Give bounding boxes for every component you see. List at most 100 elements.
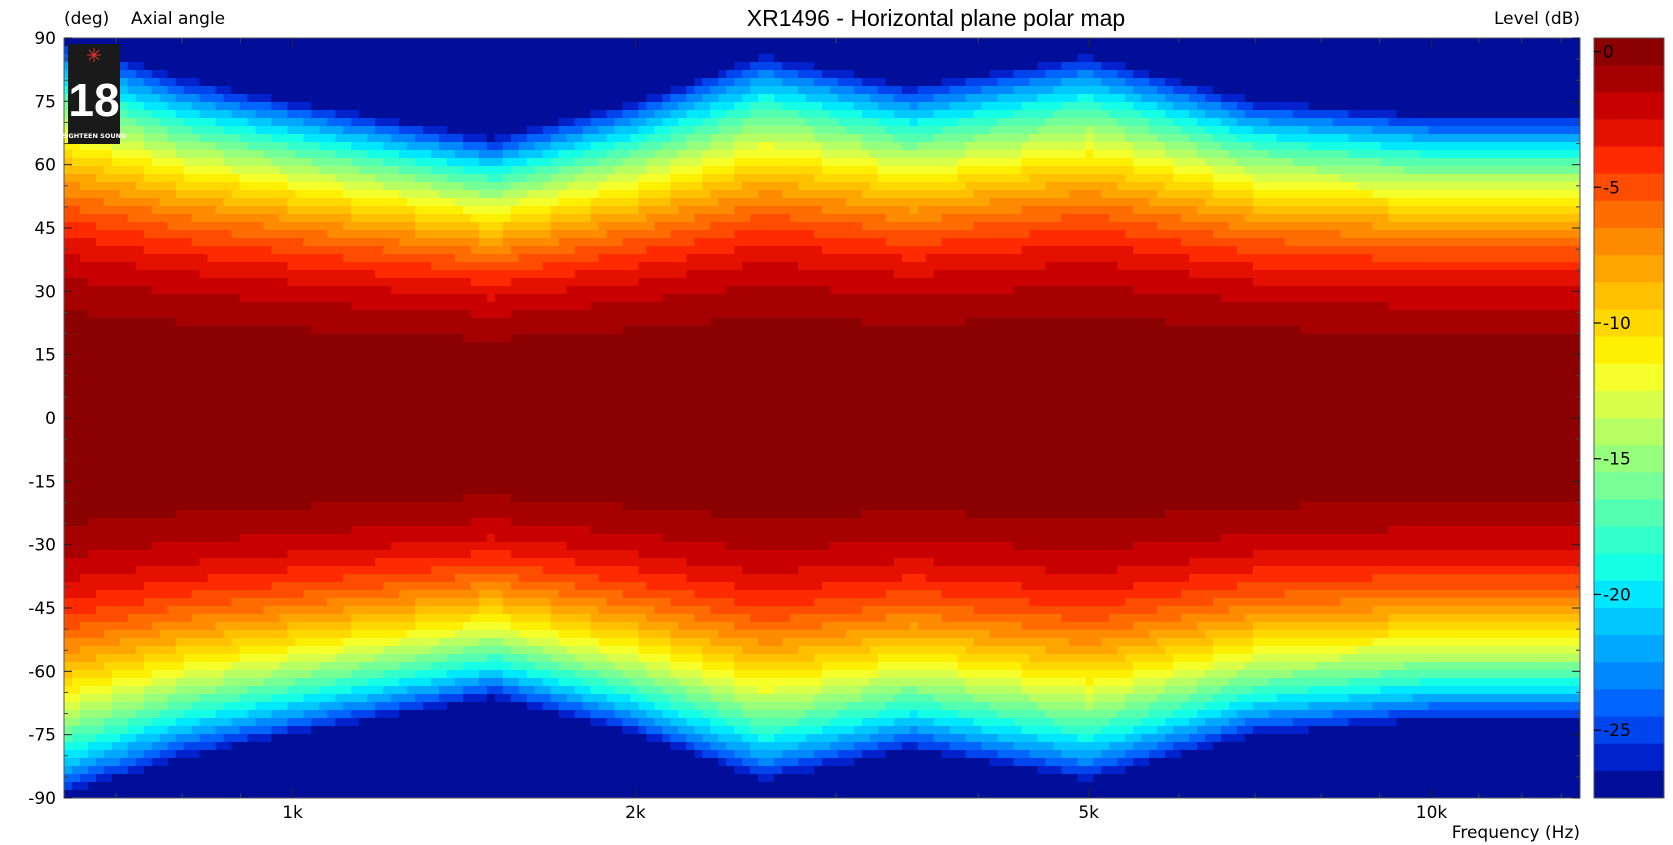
heatmap-cell — [367, 318, 376, 327]
heatmap-cell — [183, 718, 193, 727]
heatmap-cell — [247, 102, 257, 111]
heatmap-cell — [239, 38, 249, 47]
heatmap-cell — [359, 406, 368, 415]
heatmap-cell — [95, 166, 105, 175]
heatmap-cell — [183, 614, 193, 623]
heatmap-cell — [311, 742, 320, 751]
heatmap-cell — [454, 590, 464, 599]
heatmap-cell — [327, 206, 336, 215]
heatmap-cell — [95, 334, 105, 343]
heatmap-cell — [151, 262, 161, 271]
heatmap-cell — [103, 686, 113, 695]
heatmap-cell — [383, 646, 392, 655]
heatmap-cell — [215, 558, 225, 567]
heatmap-cell — [423, 318, 432, 327]
heatmap-cell — [255, 118, 265, 127]
heatmap-cell — [263, 734, 273, 743]
heatmap-cell — [183, 398, 193, 407]
heatmap-cell — [271, 694, 281, 703]
heatmap-cell — [383, 590, 392, 599]
heatmap-cell — [151, 350, 161, 359]
heatmap-cell — [462, 158, 472, 167]
heatmap-cell — [295, 198, 304, 207]
heatmap-cell — [327, 702, 336, 711]
heatmap-cell — [247, 614, 257, 623]
heatmap-cell — [431, 534, 440, 543]
heatmap-cell — [215, 126, 225, 135]
heatmap-cell — [87, 686, 97, 695]
heatmap-cell — [327, 550, 336, 559]
heatmap-cell — [335, 422, 344, 431]
heatmap-cell — [95, 406, 105, 415]
heatmap-cell — [199, 622, 209, 631]
heatmap-cell — [391, 486, 400, 495]
heatmap-cell — [446, 526, 456, 535]
heatmap-cell — [87, 638, 97, 647]
heatmap-cell — [375, 406, 384, 415]
heatmap-cell — [87, 486, 97, 495]
heatmap-cell — [239, 126, 249, 135]
heatmap-cell — [367, 86, 376, 95]
heatmap-cell — [478, 486, 488, 495]
heatmap-cell — [311, 494, 320, 503]
heatmap-cell — [367, 670, 376, 679]
heatmap-cell — [111, 574, 121, 583]
heatmap-cell — [239, 278, 249, 287]
heatmap-cell — [167, 398, 177, 407]
heatmap-cell — [191, 310, 201, 319]
heatmap-cell — [335, 438, 344, 447]
heatmap-cell — [199, 254, 209, 263]
heatmap-cell — [431, 54, 440, 63]
heatmap-cell — [95, 742, 105, 751]
heatmap-cell — [135, 766, 145, 775]
heatmap-cell — [215, 646, 225, 655]
heatmap-cell — [359, 198, 368, 207]
heatmap-cell — [71, 182, 81, 191]
heatmap-cell — [319, 286, 328, 295]
heatmap-cell — [215, 134, 225, 143]
heatmap-cell — [223, 518, 233, 527]
heatmap-cell — [327, 734, 336, 743]
heatmap-cell — [351, 486, 360, 495]
heatmap-cell — [478, 438, 488, 447]
heatmap-cell — [135, 790, 145, 798]
heatmap-cell — [143, 214, 153, 223]
heatmap-cell — [279, 774, 289, 783]
heatmap-cell — [311, 358, 320, 367]
heatmap-cell — [439, 422, 448, 431]
heatmap-cell — [247, 638, 257, 647]
heatmap-cell — [462, 366, 472, 375]
heatmap-cell — [303, 654, 312, 663]
heatmap-cell — [271, 470, 281, 479]
heatmap-cell — [367, 614, 376, 623]
heatmap-cell — [319, 182, 328, 191]
heatmap-cell — [119, 678, 129, 687]
heatmap-cell — [383, 606, 392, 615]
heatmap-cell — [263, 318, 273, 327]
heatmap-cell — [87, 790, 97, 798]
heatmap-cell — [399, 134, 408, 143]
heatmap-cell — [431, 422, 440, 431]
heatmap-cell — [87, 214, 97, 223]
heatmap-cell — [439, 582, 448, 591]
heatmap-cell — [407, 438, 416, 447]
heatmap-cell — [127, 262, 137, 271]
heatmap-cell — [470, 454, 480, 463]
heatmap-cell — [367, 294, 376, 303]
heatmap-cell — [415, 334, 424, 343]
heatmap-cell — [127, 494, 137, 503]
heatmap-cell — [319, 622, 328, 631]
heatmap-cell — [470, 110, 480, 119]
heatmap-cell — [431, 726, 440, 735]
heatmap-cell — [239, 198, 249, 207]
heatmap-cell — [367, 38, 376, 47]
heatmap-cell — [223, 206, 233, 215]
heatmap-cell — [311, 382, 320, 391]
heatmap-cell — [183, 710, 193, 719]
heatmap-cell — [127, 310, 137, 319]
heatmap-cell — [247, 230, 257, 239]
heatmap-cell — [159, 678, 169, 687]
heatmap-cell — [287, 366, 296, 375]
heatmap-cell — [231, 670, 241, 679]
heatmap-cell — [439, 750, 448, 759]
